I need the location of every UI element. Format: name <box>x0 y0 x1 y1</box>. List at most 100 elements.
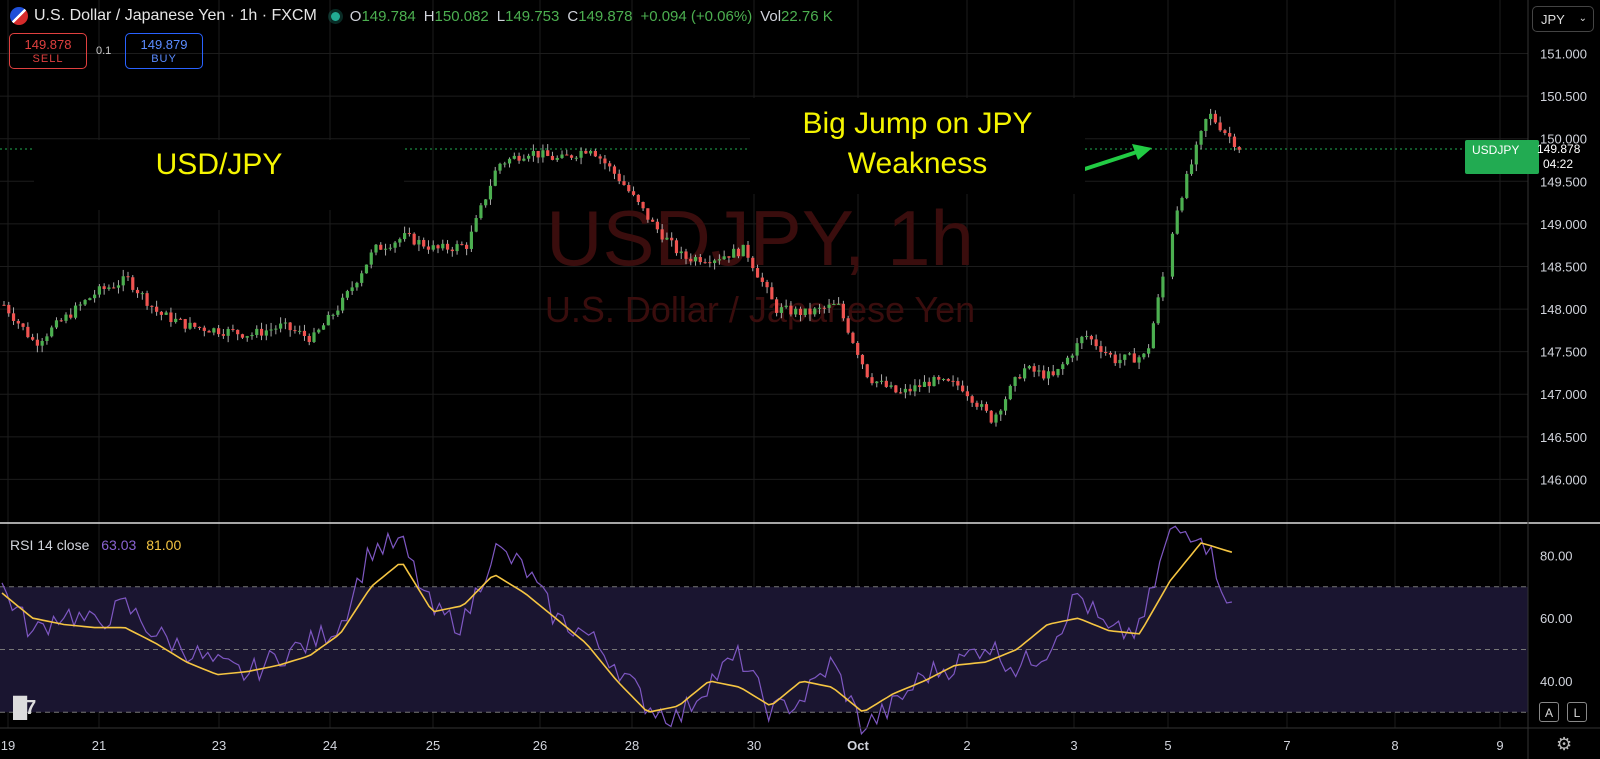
rsi-y-tick-label: 60.00 <box>1540 611 1573 626</box>
x-tick-label: 26 <box>533 738 547 753</box>
y-tick-label: 146.500 <box>1540 430 1587 445</box>
rsi-legend[interactable]: RSI 14 close 63.03 81.00 <box>10 537 181 553</box>
candle-up <box>226 329 230 336</box>
candle-up <box>779 307 783 313</box>
candle-down <box>775 299 779 313</box>
candle-up <box>875 381 879 384</box>
candle-down <box>131 277 135 290</box>
log-scale-button[interactable]: L <box>1567 702 1587 722</box>
x-tick-label: 23 <box>212 738 226 753</box>
candle-down <box>970 396 974 403</box>
candle-up <box>250 334 254 337</box>
candle-down <box>1228 132 1232 137</box>
symbol-title[interactable]: U.S. Dollar / Japanese Yen · 1h · FXCM <box>34 7 317 24</box>
candle-down <box>169 312 173 323</box>
candle-up <box>116 285 121 288</box>
candle-down <box>1104 352 1108 354</box>
candle-up <box>827 304 831 308</box>
candle-up <box>336 310 340 315</box>
candle-down <box>646 208 650 220</box>
candle-down <box>751 257 755 269</box>
candle-up <box>879 380 884 382</box>
candle-down <box>288 322 292 331</box>
arrow-head-icon <box>1132 144 1152 160</box>
candle-up <box>245 336 249 338</box>
candles-layer <box>2 108 1241 427</box>
candle-down <box>808 308 812 315</box>
rsi-legend-value: 63.03 <box>101 537 137 553</box>
callout-annotation: Big Jump on JPY Weakness <box>750 98 1085 194</box>
candle-up <box>1118 359 1122 364</box>
sell-button[interactable]: 149.878 SELL <box>9 33 87 69</box>
last-price-value: 149.878 <box>1537 142 1581 156</box>
candle-down <box>755 268 760 278</box>
candle-down <box>259 328 264 336</box>
candle-up <box>174 318 178 323</box>
gear-icon[interactable]: ⚙ <box>1556 734 1573 754</box>
candle-down <box>1218 122 1222 131</box>
candle-up <box>312 332 316 342</box>
candle-down <box>183 319 187 329</box>
candle-up <box>479 205 483 219</box>
candle-down <box>240 334 245 338</box>
candle-down <box>746 244 750 258</box>
candle-down <box>846 318 850 333</box>
candle-up <box>455 244 459 252</box>
candle-down <box>937 377 941 380</box>
candle-down <box>1113 354 1117 364</box>
candle-up <box>441 243 445 249</box>
candle-down <box>1132 353 1136 363</box>
candle-up <box>555 157 559 160</box>
candle-up <box>1209 113 1213 119</box>
candle-up <box>1156 297 1160 324</box>
candle-up <box>83 300 87 305</box>
candle-up <box>1175 210 1179 234</box>
candle-down <box>961 385 965 392</box>
candle-up <box>794 308 798 315</box>
x-tick-label: 9 <box>1496 738 1503 753</box>
candle-up <box>364 264 369 274</box>
candle-down <box>1032 366 1036 372</box>
candle-up <box>560 154 564 158</box>
tradingview-logo-icon: █7 <box>13 697 36 719</box>
candle-up <box>693 257 698 262</box>
y-tick-label: 151.000 <box>1540 47 1587 62</box>
candle-down <box>1108 352 1113 355</box>
candle-down <box>612 166 617 174</box>
candle-down <box>608 163 612 167</box>
candle-down <box>517 155 521 161</box>
candle-down <box>789 305 793 315</box>
candle-down <box>412 233 416 245</box>
candle-down <box>460 244 464 246</box>
candle-up <box>1003 399 1008 411</box>
sell-price: 149.878 <box>24 37 72 52</box>
spread-value: 0.1 <box>96 45 112 57</box>
candle-up <box>317 329 321 333</box>
rsi-ma-line <box>1 542 1233 713</box>
low-label: L <box>496 7 506 25</box>
last-price-countdown: 04:22 <box>1543 157 1574 171</box>
candle-down <box>1213 113 1217 123</box>
candle-down <box>193 322 197 327</box>
candle-up <box>331 314 335 316</box>
currency-selector[interactable]: JPY ⌄ <box>1532 6 1594 32</box>
candle-down <box>674 240 679 254</box>
candle-up <box>64 314 68 321</box>
candle-up <box>722 256 726 260</box>
candle-up <box>527 155 531 159</box>
candle-up <box>741 244 745 257</box>
candle-down <box>703 262 707 264</box>
candle-down <box>1099 346 1103 353</box>
candle-up <box>1013 377 1017 386</box>
auto-scale-button[interactable]: A <box>1539 702 1559 722</box>
x-tick-label: 2 <box>963 738 970 753</box>
candle-down <box>598 156 602 159</box>
x-tick-label: 3 <box>1070 738 1077 753</box>
candle-up <box>980 404 984 407</box>
candle-up <box>803 308 807 315</box>
candle-down <box>655 221 659 230</box>
candle-down <box>569 155 574 158</box>
candle-up <box>417 239 421 245</box>
buy-button[interactable]: 149.879 BUY <box>125 33 203 69</box>
